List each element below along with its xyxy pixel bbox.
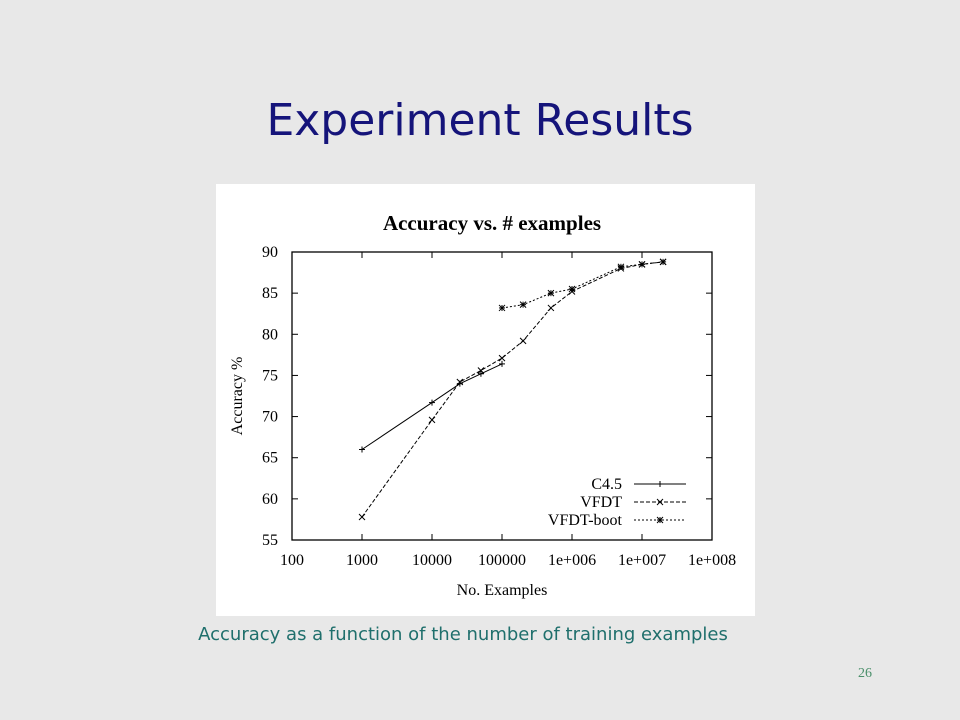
legend-marker [656, 516, 664, 524]
series-layer [358, 258, 667, 521]
data-point-vfdt-boot [617, 263, 625, 271]
legend-item-vfdt-boot: VFDT-boot [548, 512, 686, 529]
y-tick-label: 55 [262, 532, 278, 549]
axis-ticks: 100 1000 10000 100000 1e+006 1e+007 1e+008 55 60… [262, 244, 736, 569]
data-point-c4-5 [477, 370, 484, 377]
y-tick-label: 70 [262, 409, 278, 426]
data-point-c4-5 [499, 360, 505, 367]
data-point-vfdt [456, 378, 464, 386]
x-tick-label: 1e+008 [688, 552, 736, 569]
data-point-c4-5 [359, 446, 365, 453]
data-point-vfdt-boot [498, 304, 506, 312]
y-tick-label: 85 [262, 285, 278, 302]
page-number: 26 [858, 666, 872, 681]
data-point-vfdt [498, 354, 506, 362]
data-point-vfdt-boot [638, 260, 646, 268]
data-point-vfdt [428, 416, 436, 424]
legend-marker [657, 481, 663, 487]
x-tick-label: 100000 [478, 552, 526, 569]
data-point-vfdt [519, 337, 527, 345]
data-point-vfdt [547, 304, 555, 312]
x-tick-label: 1e+007 [618, 552, 666, 569]
legend-item-c4-5: C4.5 [591, 476, 686, 493]
series-line-vfdt-boot [501, 261, 664, 309]
data-point-vfdt-boot [659, 258, 667, 266]
legend-label: VFDT-boot [548, 512, 623, 529]
data-point-vfdt-boot [547, 289, 555, 297]
legend-label: C4.5 [591, 476, 622, 493]
y-tick-label: 75 [262, 367, 278, 384]
slide-caption: Accuracy as a function of the number of … [198, 624, 728, 645]
series-c4-5 [359, 360, 505, 453]
data-point-vfdt-boot [519, 301, 527, 309]
accuracy-chart: Accuracy vs. # examples Accuracy % No. E… [229, 211, 736, 599]
legend-label: VFDT [580, 494, 622, 511]
data-point-vfdt [477, 367, 485, 374]
chart-title: Accuracy vs. # examples [383, 211, 601, 235]
data-point-c4-5 [429, 399, 435, 406]
legend-marker [656, 498, 664, 506]
x-axis-label: No. Examples [457, 582, 548, 599]
x-tick-label: 10000 [412, 552, 452, 569]
y-axis-label: Accuracy % [229, 357, 246, 436]
series-vfdt-boot [498, 258, 667, 312]
y-tick-label: 80 [262, 326, 278, 343]
data-point-vfdt [358, 513, 366, 521]
plot-frame [291, 251, 713, 541]
data-point-vfdt-boot [568, 285, 576, 293]
x-tick-label: 1000 [346, 552, 378, 569]
y-tick-label: 60 [262, 491, 278, 508]
slide-title: Experiment Results [266, 95, 694, 146]
x-tick-label: 100 [280, 552, 304, 569]
legend-item-vfdt: VFDT [580, 494, 686, 511]
y-tick-label: 90 [262, 244, 278, 261]
chart-panel: Accuracy vs. # examples Accuracy % No. E… [216, 184, 755, 616]
x-tick-label: 1e+006 [548, 552, 596, 569]
y-tick-label: 65 [262, 450, 278, 467]
